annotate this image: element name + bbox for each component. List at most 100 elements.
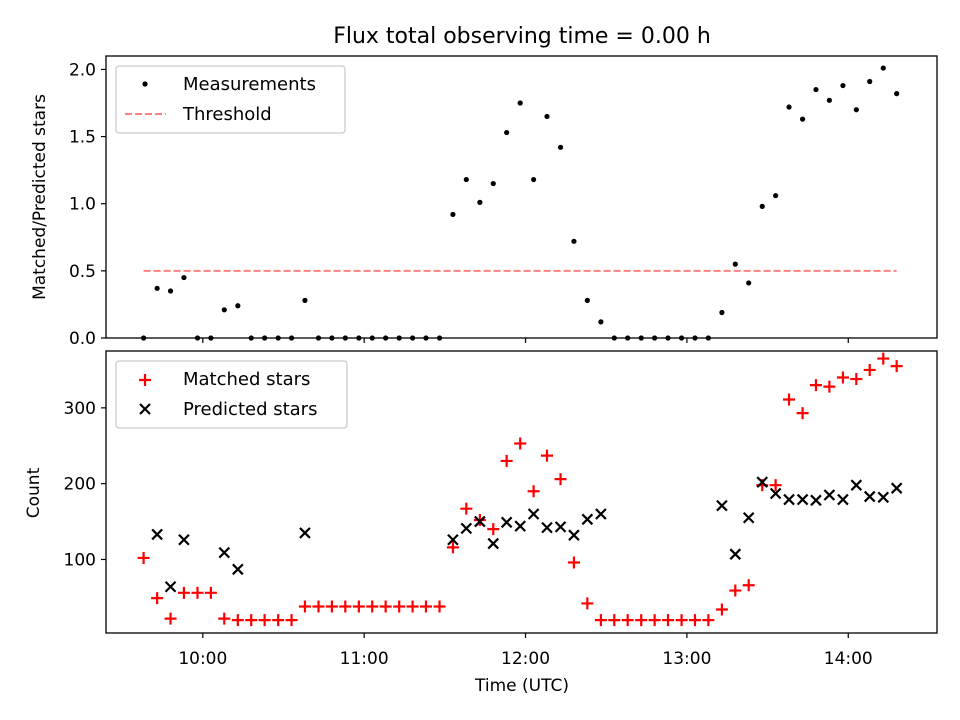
measurement-point	[167, 288, 174, 294]
matched-star-point	[554, 473, 567, 486]
matched-star-point	[675, 614, 688, 627]
measurement-point	[732, 261, 738, 267]
predicted-star-point	[769, 487, 782, 500]
top-y-tick-label: 2.0	[69, 60, 96, 80]
predicted-star-point	[756, 476, 769, 488]
measurement-point	[490, 180, 496, 187]
matched-star-point	[379, 600, 392, 613]
matched-star-point	[191, 586, 204, 599]
top-x-ticks	[202, 338, 849, 343]
matched-star-point	[487, 523, 500, 536]
predicted-star-point	[541, 521, 553, 534]
top-y-tick-label: 1.0	[69, 195, 96, 215]
matched-star-point	[796, 407, 809, 420]
predicted-star-point	[164, 580, 177, 593]
matched-star-point	[729, 584, 742, 597]
measurement-point	[598, 319, 604, 325]
predicted-star-point	[514, 520, 526, 532]
figure-title: Flux total observing time = 0.00 h	[333, 24, 711, 49]
matched-star-point	[783, 393, 796, 406]
matched-star-point	[393, 600, 406, 613]
measurement-point	[450, 211, 456, 218]
matched-star-point	[540, 449, 553, 462]
panel-ratio: 0.00.51.01.52.0 Matched/Predicted stars …	[30, 55, 938, 349]
matched-star-point	[298, 600, 311, 613]
matched-star-point	[419, 600, 432, 613]
legend-predicted-marker	[139, 403, 151, 415]
x-axis-label: Time (UTC)	[474, 676, 569, 696]
measurement-point	[826, 97, 832, 103]
matched-star-point	[621, 614, 634, 627]
bottom-y-ticks: 100 200 300	[64, 399, 106, 570]
matched-star-point	[594, 614, 607, 627]
predicted-star-point	[877, 491, 890, 504]
matched-star-point	[339, 600, 352, 613]
measurement-point	[813, 86, 819, 93]
matched-star-point	[164, 612, 177, 625]
measurement-point	[221, 307, 227, 313]
matched-star-point	[836, 371, 849, 384]
top-y-tick-label: 0.5	[69, 262, 96, 282]
matched-star-point	[352, 600, 365, 613]
matched-star-point	[460, 502, 473, 515]
predicted-star-point	[568, 529, 580, 541]
matched-star-point	[863, 363, 876, 376]
measurement-point	[531, 176, 537, 183]
matched-star-point	[648, 614, 661, 627]
predicted-star-point	[729, 548, 742, 560]
top-legend-box	[115, 65, 346, 134]
x-tick-label: 11:00	[340, 649, 389, 669]
measurement-point	[154, 285, 160, 291]
legend-threshold-label: Threshold	[182, 104, 272, 125]
predicted-star-point	[783, 493, 795, 506]
predicted-star-point	[796, 493, 809, 506]
measurement-point	[557, 144, 564, 150]
matched-star-point	[877, 352, 890, 365]
measurement-point	[302, 297, 308, 303]
matched-star-point	[514, 437, 527, 450]
matched-star-point	[769, 479, 782, 492]
measurement-point	[584, 297, 590, 303]
top-y-tick-label: 0.0	[69, 329, 96, 349]
matched-star-point	[688, 614, 701, 627]
bottom-legend: Matched stars Predicted stars	[115, 360, 348, 429]
predicted-star-point	[837, 493, 849, 506]
predicted-star-point	[890, 482, 903, 494]
legend-predicted-label: Predicted stars	[183, 399, 317, 420]
measurement-point	[799, 116, 806, 122]
measurement-point	[880, 65, 886, 71]
matched-star-point	[406, 600, 419, 613]
matched-star-point	[312, 600, 325, 613]
predicted-star-point	[810, 494, 822, 507]
matched-star-point	[433, 600, 446, 613]
predicted-star-point	[716, 499, 728, 512]
predicted-star-point	[850, 479, 863, 491]
measurement-point	[719, 309, 725, 316]
matched-star-point	[366, 600, 379, 613]
predicted-star-point	[823, 489, 836, 501]
measurement-point	[746, 280, 752, 286]
predicted-star-point	[487, 537, 500, 550]
legend-measurements-label: Measurements	[183, 74, 316, 95]
measurement-point	[517, 100, 523, 106]
predicted-star-point	[151, 528, 163, 541]
matched-star-point	[245, 614, 258, 627]
matched-star-point	[258, 614, 271, 627]
matched-star-point	[218, 612, 231, 625]
bottom-y-tick-label: 100	[64, 550, 96, 570]
measurement-point	[853, 107, 859, 113]
top-y-ticks: 0.0 0.5 1.0 1.5 2.0	[69, 60, 106, 349]
bottom-y-tick-label: 200	[64, 475, 96, 495]
predicted-star-point	[447, 533, 459, 546]
matched-star-point	[527, 485, 540, 498]
bottom-axes-frame	[105, 350, 938, 634]
panel-count: 100 200 300 10:00 11:00 12:00 13:00 14:00 Coun…	[24, 350, 938, 696]
x-tick-label: 13:00	[662, 649, 711, 669]
measurement-point	[181, 274, 187, 281]
matched-star-point	[231, 614, 244, 627]
measurement-point	[235, 303, 241, 309]
predicted-star-point	[218, 546, 231, 559]
matched-star-point	[715, 603, 728, 616]
measurement-point	[571, 238, 577, 244]
